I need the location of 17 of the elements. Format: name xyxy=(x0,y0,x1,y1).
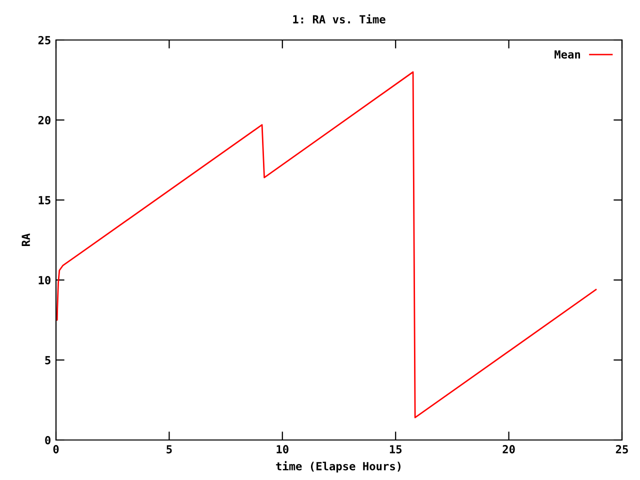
chart-title: 1: RA vs. Time xyxy=(293,14,386,24)
x-tick-label: 0 xyxy=(53,445,59,454)
x-tick-label: 20 xyxy=(502,445,515,454)
x-tick-label: 25 xyxy=(616,445,628,454)
x-tick-label: 10 xyxy=(276,445,288,454)
x-tick-label: 15 xyxy=(390,445,402,454)
y-axis-title: RA xyxy=(22,233,30,246)
y-tick-label: 10 xyxy=(38,276,50,284)
y-tick-label: 5 xyxy=(45,356,50,364)
legend-label: Mean xyxy=(554,50,580,59)
line-series xyxy=(56,71,597,418)
y-tick-label: 15 xyxy=(38,196,50,204)
y-tick-label: 20 xyxy=(38,116,50,124)
x-tick-label: 5 xyxy=(166,445,172,454)
y-tick-label: 0 xyxy=(45,436,50,444)
y-tick-label: 25 xyxy=(38,36,50,44)
x-axis-title: time (Elapse Hours) xyxy=(276,461,400,473)
